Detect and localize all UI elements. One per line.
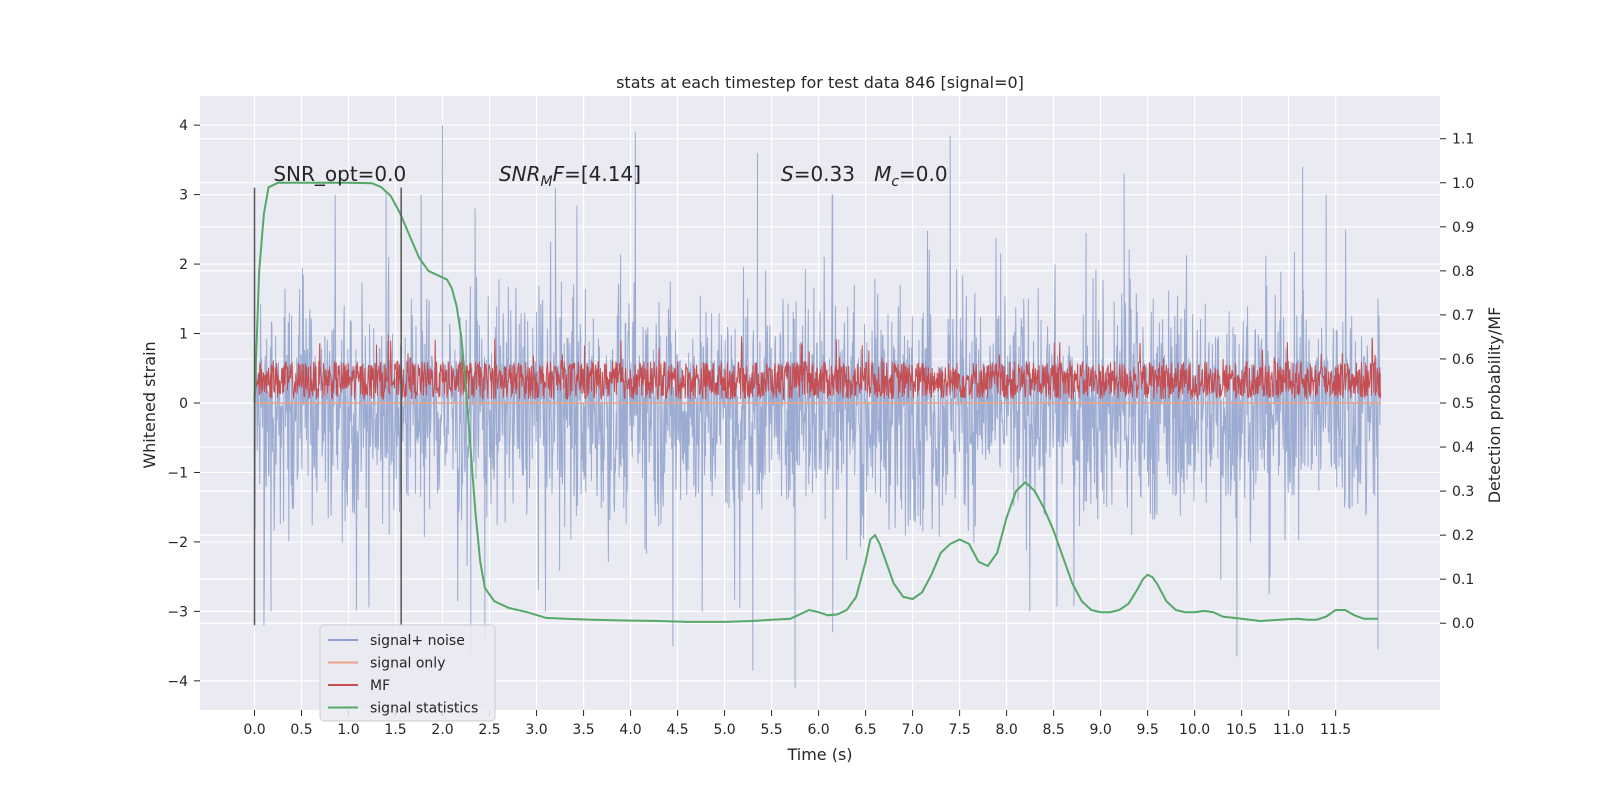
y-left-ticks: −4 −3 −2 −1 0 1 2 3 4: [167, 118, 200, 690]
x-tick-label: 1.5: [384, 722, 406, 738]
x-tick-label: 2.5: [478, 722, 500, 738]
legend-label: signal+ noise: [370, 633, 465, 649]
y-left-tick-label: −2: [167, 535, 188, 551]
y-left-tick-label: 2: [179, 257, 188, 273]
y-right-tick-label: 0.9: [1452, 220, 1474, 236]
x-tick-label: 4.5: [666, 722, 688, 738]
y-right-ticks: 0.0 0.1 0.2 0.3 0.4 0.5 0.6 0.7 0.8 0.9 1.0 1.1: [1440, 132, 1474, 632]
y-right-tick-label: 0.2: [1452, 528, 1474, 544]
vertical-markers: [253, 187, 402, 626]
y-left-tick-label: −4: [167, 674, 188, 690]
legend-label: signal only: [370, 656, 445, 672]
y-right-tick-label: 0.0: [1452, 616, 1474, 632]
series-signal-statistics-line: [253, 181, 1378, 623]
y-axis-label-left: Whitened strain: [140, 341, 159, 468]
legend-label: MF: [370, 678, 390, 694]
x-tick-label: 7.0: [901, 722, 923, 738]
y-right-tick-label: 1.0: [1452, 176, 1474, 192]
x-tick-label: 2.0: [431, 722, 453, 738]
x-tick-label: 10.0: [1179, 722, 1210, 738]
x-tick-label: 5.0: [713, 722, 735, 738]
y-right-tick-label: 0.8: [1452, 264, 1474, 280]
x-tick-label: 11.5: [1320, 722, 1351, 738]
y-left-tick-label: 1: [179, 327, 188, 343]
y-right-tick-label: 0.3: [1452, 484, 1474, 500]
x-tick-label: 5.5: [760, 722, 782, 738]
y-right-tick-label: 0.5: [1452, 396, 1474, 412]
x-tick-label: 8.5: [1042, 722, 1064, 738]
series-signal-noise-line: [254, 125, 1382, 688]
legend-box: [319, 624, 496, 722]
y-left-tick-label: −1: [167, 465, 188, 481]
y-right-tick-label: 1.1: [1452, 132, 1474, 148]
y-left-tick-label: 0: [179, 396, 188, 412]
annotation-snr-opt: SNR_opt=0.0: [273, 162, 406, 186]
y-left-tick-label: 4: [179, 118, 188, 134]
legend-label: signal statistics: [370, 701, 478, 717]
x-tick-label: 9.5: [1136, 722, 1158, 738]
annotation-snr-mf: SNRMF=[4.14]: [499, 162, 641, 190]
y-right-tick-label: 0.4: [1452, 440, 1474, 456]
x-tick-label: 1.0: [337, 722, 359, 738]
legend: signal+ noise signal only MF signal statist…: [319, 624, 496, 722]
y-axis-label-right: Detection probability/MF: [1485, 307, 1504, 504]
y-right-tick-label: 0.7: [1452, 308, 1474, 324]
annotations: SNR_opt=0.0 SNRMF=[4.14] S=0.33 Mc=0.0: [273, 162, 947, 190]
x-axis-label: Time (s): [786, 745, 852, 764]
x-tick-label: 6.5: [854, 722, 876, 738]
x-tick-label: 0.0: [243, 722, 265, 738]
x-tick-label: 0.5: [290, 722, 312, 738]
x-tick-label: 10.5: [1226, 722, 1257, 738]
x-tick-label: 7.5: [948, 722, 970, 738]
x-tick-label: 6.0: [807, 722, 829, 738]
x-tick-label: 4.0: [619, 722, 641, 738]
x-tick-label: 9.0: [1089, 722, 1111, 738]
y-left-tick-label: 3: [179, 188, 188, 204]
x-tick-label: 11.0: [1273, 722, 1304, 738]
data-series: [253, 125, 1382, 688]
x-ticks: 0.0 0.5 1.0 1.5 2.0 2.5 3.0 3.5 4.0 4.5 5.0 5.5 6.0 6…: [243, 710, 1351, 738]
x-tick-label: 3.0: [525, 722, 547, 738]
chart-title: stats at each timestep for test data 846…: [616, 73, 1024, 92]
x-tick-label: 8.0: [995, 722, 1017, 738]
y-right-tick-label: 0.1: [1452, 572, 1474, 588]
series-mf-line: [254, 334, 1382, 402]
y-right-tick-label: 0.6: [1452, 352, 1474, 368]
y-left-tick-label: −3: [167, 604, 188, 620]
annotation-s-mc: S=0.33 Mc=0.0: [781, 162, 948, 190]
x-tick-label: 3.5: [572, 722, 594, 738]
